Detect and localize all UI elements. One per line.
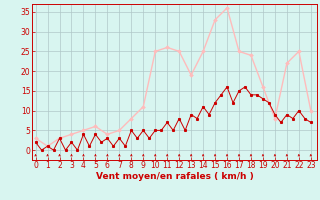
X-axis label: Vent moyen/en rafales ( km/h ): Vent moyen/en rafales ( km/h ) bbox=[96, 172, 253, 181]
